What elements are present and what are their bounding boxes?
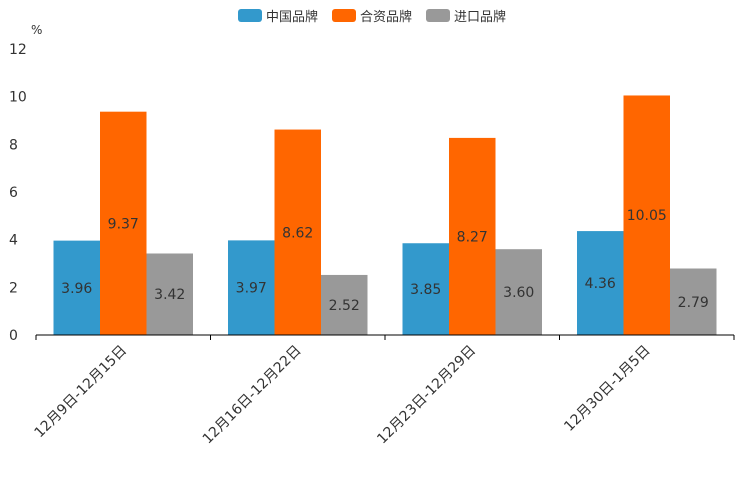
bar-0-0[interactable] (53, 240, 101, 335)
legend-label-joint-venture-brand: 合资品牌 (359, 10, 412, 25)
data-label: 2.79 (678, 295, 709, 311)
data-label: 10.05 (627, 208, 667, 224)
bar-1-1[interactable] (274, 129, 322, 335)
bar-0-3[interactable] (577, 231, 624, 335)
chart-legend: 中国品牌 合资品牌 进口品牌 (0, 6, 744, 25)
legend-label-china-brand: 中国品牌 (265, 10, 318, 25)
bar-0-1[interactable] (228, 240, 275, 335)
y-tick-label: 4 (9, 233, 18, 249)
data-label: 8.62 (282, 225, 313, 241)
bar-1-0[interactable] (100, 111, 147, 335)
legend-item-joint-venture-brand[interactable]: 合资品牌 (331, 6, 412, 25)
data-label: 4.36 (585, 276, 616, 292)
data-label: 3.96 (61, 281, 92, 297)
bar-2-3[interactable] (670, 268, 717, 335)
legend-swatch-joint-venture-brand (331, 9, 356, 22)
bar-1-3[interactable] (623, 95, 671, 335)
legend-swatch-import-brand (426, 9, 450, 22)
data-label: 3.85 (410, 282, 441, 298)
legend-label-import-brand: 进口品牌 (454, 10, 507, 25)
x-tick-label: 12月16日-12月22日 (200, 343, 305, 448)
bar-2-2[interactable] (495, 249, 543, 335)
legend-item-china-brand[interactable]: 中国品牌 (237, 6, 318, 25)
bar-0-2[interactable] (402, 243, 450, 335)
x-tick-label: 12月23日-12月29日 (374, 343, 479, 448)
data-label: 9.37 (108, 216, 139, 232)
y-axis-unit-label: % (31, 23, 42, 37)
x-tick-label: 12月9日-12月15日 (32, 343, 131, 442)
data-label: 3.97 (236, 281, 267, 297)
bar-1-2[interactable] (449, 137, 496, 335)
y-tick-label: 8 (9, 137, 18, 153)
data-label: 3.60 (503, 285, 534, 301)
bar-2-1[interactable] (321, 274, 368, 335)
y-tick-label: 10 (9, 90, 27, 106)
x-tick-label: 12月30日-1月5日 (561, 343, 653, 435)
y-tick-label: 6 (9, 185, 18, 201)
data-label: 3.42 (154, 287, 185, 303)
y-tick-label: 0 (9, 328, 18, 344)
data-label: 2.52 (329, 298, 360, 314)
legend-swatch-china-brand (237, 9, 262, 22)
y-tick-label: 12 (9, 42, 27, 58)
y-tick-label: 2 (9, 280, 18, 296)
bar-2-0[interactable] (146, 253, 194, 335)
data-label: 8.27 (457, 229, 488, 245)
legend-item-import-brand[interactable]: 进口品牌 (426, 6, 506, 25)
